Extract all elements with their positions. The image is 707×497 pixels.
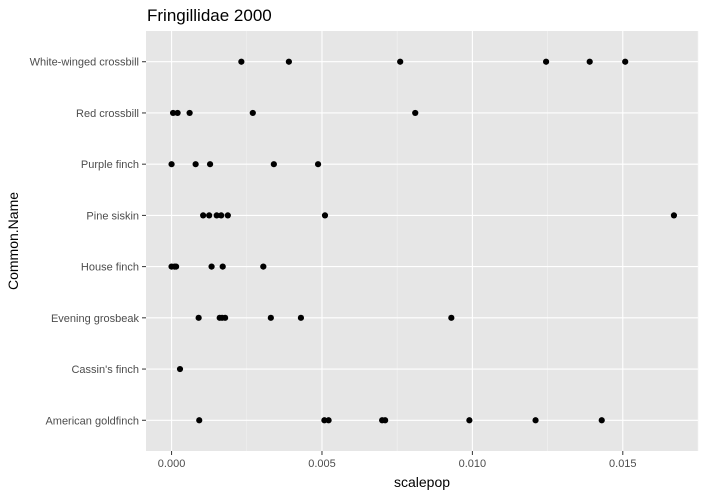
data-point xyxy=(208,263,215,270)
data-point xyxy=(222,314,229,321)
data-point xyxy=(195,314,202,321)
data-point xyxy=(176,365,184,373)
chart-title: Fringillidae 2000 xyxy=(147,6,272,25)
x-tick-label: 0.010 xyxy=(459,458,487,470)
data-point xyxy=(192,161,199,168)
data-point xyxy=(169,109,177,117)
data-point xyxy=(206,212,213,219)
y-axis: American goldfinch Cassin's finch Evening … xyxy=(30,57,146,427)
y-tick-label: White-winged crossbill xyxy=(30,57,139,69)
data-point xyxy=(397,58,404,65)
data-point xyxy=(196,417,203,424)
data-point xyxy=(542,58,550,65)
data-point xyxy=(249,109,256,117)
data-point xyxy=(186,109,193,117)
x-tick-label: 0.015 xyxy=(609,458,637,470)
x-axis-title: scalepop xyxy=(394,474,450,490)
y-tick-label: Cassin's finch xyxy=(71,364,139,376)
data-point xyxy=(532,417,539,424)
data-point xyxy=(174,109,181,117)
data-point xyxy=(412,109,419,117)
data-point xyxy=(622,58,629,65)
data-point xyxy=(270,161,277,168)
chart-panel xyxy=(146,31,698,451)
data-point xyxy=(260,263,267,270)
data-point xyxy=(219,263,226,270)
y-tick-label: Pine siskin xyxy=(86,210,139,222)
data-point xyxy=(172,263,180,270)
data-point xyxy=(670,212,678,219)
data-point xyxy=(382,417,389,424)
y-axis-title: Common.Name xyxy=(5,192,21,290)
data-point xyxy=(267,314,274,321)
x-axis: 0.000 0.005 0.010 0.015 xyxy=(158,451,637,470)
data-point xyxy=(314,161,322,168)
y-tick-label: Red crossbill xyxy=(76,108,139,120)
data-points xyxy=(168,58,678,424)
y-tick-label: House finch xyxy=(81,262,139,274)
data-point xyxy=(325,417,332,424)
data-point xyxy=(598,417,605,424)
data-point xyxy=(448,314,455,321)
data-point xyxy=(213,212,220,219)
data-point xyxy=(285,58,292,65)
y-tick-label: American goldfinch xyxy=(45,415,139,427)
y-tick-label: Evening grosbeak xyxy=(51,313,140,325)
data-point xyxy=(200,212,207,219)
x-tick-label: 0.005 xyxy=(308,458,336,470)
grid-lines xyxy=(146,31,699,451)
data-point xyxy=(224,212,231,219)
data-point xyxy=(321,212,329,219)
data-point xyxy=(586,58,593,65)
data-point xyxy=(168,161,175,168)
data-point xyxy=(218,212,225,219)
x-tick-label: 0.000 xyxy=(158,458,186,470)
data-point xyxy=(238,58,245,65)
y-tick-label: Purple finch xyxy=(81,159,139,171)
data-point xyxy=(206,161,214,168)
data-point xyxy=(297,314,305,321)
data-point xyxy=(466,417,473,424)
